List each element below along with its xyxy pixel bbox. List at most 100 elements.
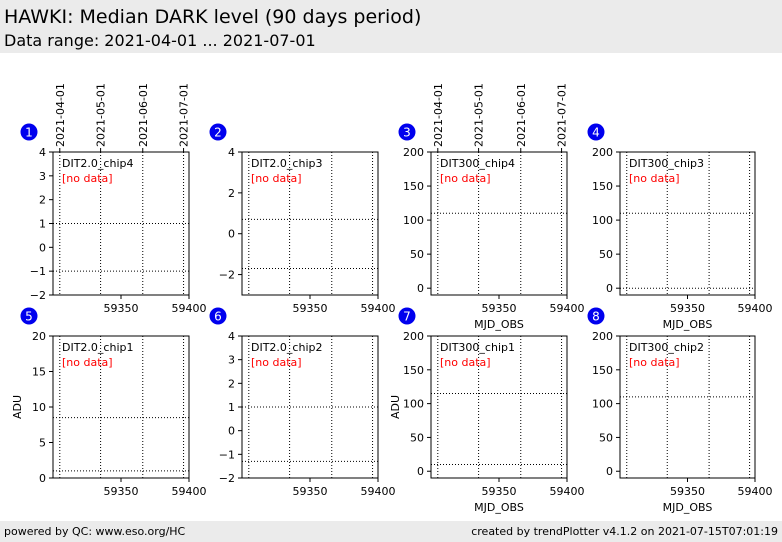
x-tick-label: 59400 <box>550 302 585 315</box>
page-subtitle: Data range: 2021-04-01 ... 2021-07-01 <box>4 31 316 50</box>
y-tick-label: 4 <box>39 146 46 159</box>
panel-number-badge <box>209 123 227 141</box>
panel-no-data-label: [no data] <box>440 172 491 185</box>
y-tick-label: 50 <box>410 248 424 261</box>
y-tick-label: 0 <box>39 241 46 254</box>
panel-number-badge <box>20 307 38 325</box>
y-tick-label: 15 <box>32 366 46 379</box>
x-tick-label: 59350 <box>670 485 705 498</box>
panel-series-label: DIT300_chip2 <box>629 341 704 354</box>
y-tick-label: 50 <box>599 248 613 261</box>
y-tick-label: 200 <box>592 146 613 159</box>
y-tick-label: 1 <box>39 218 46 231</box>
panel-number: 1 <box>25 126 33 140</box>
panel-no-data-label: [no data] <box>62 172 113 185</box>
y-tick-label: −1 <box>219 448 235 461</box>
y-tick-label: 200 <box>592 330 613 343</box>
page-title: HAWKI: Median DARK level (90 days period… <box>4 6 422 28</box>
panel-series-label: DIT2.0_chip3 <box>251 157 322 170</box>
y-tick-label: 10 <box>32 401 46 414</box>
y-tick-label: 200 <box>403 146 424 159</box>
y-tick-label: 4 <box>228 146 235 159</box>
y-tick-label: −1 <box>30 265 46 278</box>
y-tick-label: −2 <box>219 269 235 282</box>
x-axis-label: MJD_OBS <box>663 318 713 331</box>
y-tick-label: 150 <box>403 180 424 193</box>
panel-number: 4 <box>592 126 600 140</box>
y-tick-label: 0 <box>606 465 613 478</box>
x-axis-label: MJD_OBS <box>474 501 524 514</box>
x-axis-label: MJD_OBS <box>663 501 713 514</box>
panel-no-data-label: [no data] <box>251 172 302 185</box>
x-tick-label: 59350 <box>293 485 328 498</box>
y-axis-label: ADU <box>11 395 24 419</box>
panel-number-badge <box>398 123 416 141</box>
x-tick-label: 59400 <box>738 302 773 315</box>
y-tick-label: 4 <box>228 330 235 343</box>
footer-generator: created by trendPlotter v4.1.2 on 2021-0… <box>471 525 778 538</box>
date-tick-label: 2021-07-01 <box>178 83 191 147</box>
date-tick-label: 2021-04-01 <box>432 83 445 147</box>
panel-number-badge <box>20 123 38 141</box>
x-tick-label: 59400 <box>172 302 207 315</box>
panel-number: 5 <box>25 310 33 324</box>
panel-number: 8 <box>592 310 600 324</box>
footer-bar: powered by QC: www.eso.org/HC created by… <box>0 521 782 542</box>
y-tick-label: 0 <box>228 425 235 438</box>
y-tick-label: −2 <box>219 472 235 485</box>
panel-series-label: DIT2.0_chip2 <box>251 341 322 354</box>
y-tick-label: 3 <box>228 354 235 367</box>
y-tick-label: 0 <box>39 472 46 485</box>
y-tick-label: 2 <box>39 194 46 207</box>
y-tick-label: 5 <box>39 437 46 450</box>
date-tick-label: 2021-06-01 <box>137 83 150 147</box>
panel-number: 3 <box>403 126 411 140</box>
panel-series-label: DIT2.0_chip4 <box>62 157 133 170</box>
panel-number: 6 <box>214 310 222 324</box>
x-tick-label: 59400 <box>361 302 396 315</box>
header-bar: HAWKI: Median DARK level (90 days period… <box>0 0 782 53</box>
panel-series-label: DIT2.0_chip1 <box>62 341 133 354</box>
x-tick-label: 59350 <box>104 302 139 315</box>
y-tick-label: 200 <box>403 330 424 343</box>
panel-no-data-label: [no data] <box>629 172 680 185</box>
date-tick-label: 2021-06-01 <box>515 83 528 147</box>
x-tick-label: 59350 <box>104 485 139 498</box>
date-tick-label: 2021-05-01 <box>473 83 486 147</box>
y-tick-label: 2 <box>228 187 235 200</box>
panel-number: 2 <box>214 126 222 140</box>
x-tick-label: 59400 <box>550 485 585 498</box>
y-tick-label: 100 <box>592 214 613 227</box>
panel-series-label: DIT300_chip1 <box>440 341 515 354</box>
date-tick-label: 2021-07-01 <box>556 83 569 147</box>
panel-no-data-label: [no data] <box>629 356 680 369</box>
y-tick-label: 0 <box>417 282 424 295</box>
y-tick-label: 150 <box>592 364 613 377</box>
x-tick-label: 59400 <box>361 485 396 498</box>
panel-number: 7 <box>403 310 411 324</box>
panel-number-badge <box>398 307 416 325</box>
y-tick-label: 100 <box>403 398 424 411</box>
panel-number-badge <box>209 307 227 325</box>
y-tick-label: 100 <box>592 398 613 411</box>
panel-number-badge <box>587 123 605 141</box>
panel-no-data-label: [no data] <box>440 356 491 369</box>
panel-no-data-label: [no data] <box>62 356 113 369</box>
y-tick-label: 3 <box>39 170 46 183</box>
panel-series-label: DIT300_chip3 <box>629 157 704 170</box>
y-tick-label: 0 <box>417 465 424 478</box>
panel-no-data-label: [no data] <box>251 356 302 369</box>
y-tick-label: 0 <box>228 228 235 241</box>
y-tick-label: 0 <box>606 282 613 295</box>
y-tick-label: 150 <box>592 180 613 193</box>
footer-credit: powered by QC: www.eso.org/HC <box>4 525 186 538</box>
y-tick-label: 100 <box>403 214 424 227</box>
x-axis-label: MJD_OBS <box>474 318 524 331</box>
y-tick-label: 50 <box>599 431 613 444</box>
panel-number-badge <box>587 307 605 325</box>
x-tick-label: 59350 <box>482 302 517 315</box>
x-tick-label: 59350 <box>293 302 328 315</box>
y-tick-label: 50 <box>410 431 424 444</box>
panel-series-label: DIT300_chip4 <box>440 157 515 170</box>
